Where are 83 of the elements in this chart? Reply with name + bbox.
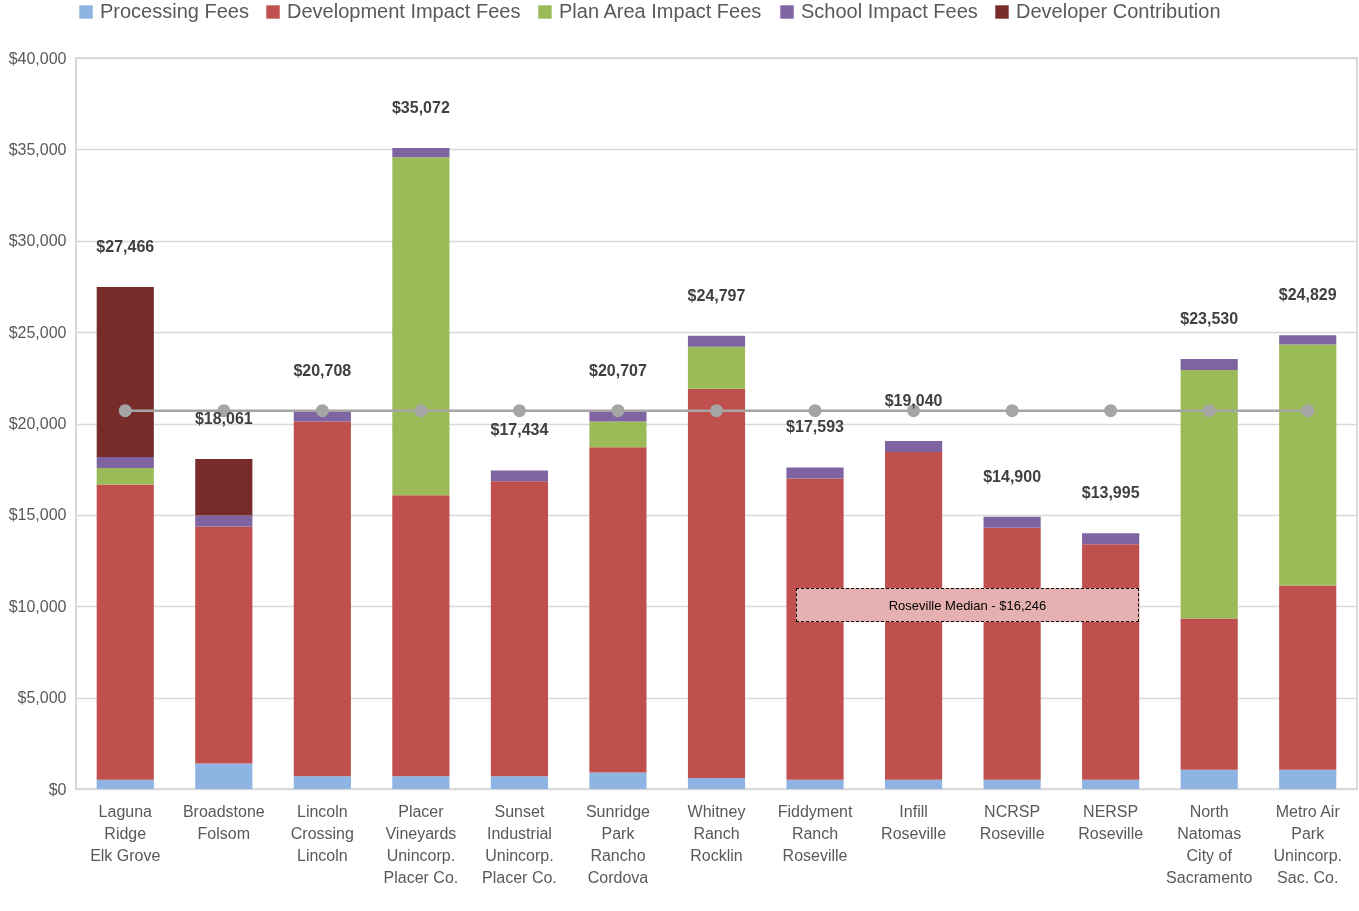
bar (687, 778, 746, 789)
bar (1180, 358, 1238, 370)
bar (293, 776, 351, 789)
bar (1180, 369, 1238, 619)
bar (1279, 769, 1337, 789)
total-label: $18,061 (194, 409, 253, 427)
x-tick-label: Laguna Ridge Elk Grove (90, 802, 161, 864)
bar (687, 346, 746, 389)
legend-label: School Impact Fees (801, 0, 978, 22)
x-tick-label: Infill Roseville (881, 802, 947, 842)
total-label: $17,434 (490, 421, 549, 439)
x-tick-label: Placer Vineyards Unincorp. Placer Co. (383, 802, 459, 886)
y-tick-label: $40,000 (8, 49, 67, 67)
bar (96, 287, 154, 458)
total-label: $27,466 (96, 238, 155, 256)
x-tick-label: Fiddyment Ranch Roseville (777, 802, 853, 864)
note-box: Roseville Median - $16,246 (796, 588, 1139, 622)
legend-label: Processing Fees (100, 0, 249, 22)
x-tick-label: Whitney Ranch Rocklin (687, 802, 746, 864)
bar (1279, 585, 1337, 770)
bar (195, 526, 253, 764)
total-label: $35,072 (391, 99, 450, 117)
legend-label: Development Impact Fees (287, 0, 521, 22)
bar (392, 776, 450, 789)
y-tick-label: $5,000 (17, 689, 67, 707)
bar (983, 779, 1041, 789)
bar (687, 335, 746, 347)
bar (1180, 618, 1238, 770)
x-tick-label: Sunridge Park Rancho Cordova (585, 802, 651, 886)
legend-label: Developer Contribution (1016, 0, 1221, 22)
total-label: $24,829 (1278, 286, 1337, 304)
bar (96, 484, 154, 780)
bar (96, 457, 154, 468)
y-tick-label: $25,000 (8, 323, 67, 341)
total-label: $20,707 (589, 361, 647, 379)
x-tick-label: North Natomas City of Sacramento (1166, 802, 1253, 886)
total-label: $20,708 (293, 361, 352, 379)
bar (589, 421, 647, 448)
total-label: $23,530 (1180, 309, 1239, 327)
y-tick-label: $10,000 (8, 597, 67, 615)
x-tick-label: Metro Air Park Unincorp. Sac. Co. (1273, 802, 1342, 886)
x-tick-label: Sunset Industrial Unincorp. Placer Co. (482, 802, 557, 886)
bar (96, 467, 154, 485)
y-tick-label: $35,000 (8, 140, 67, 158)
bar (885, 441, 943, 453)
x-tick-label: Broadstone Folsom (182, 802, 265, 842)
bar (885, 779, 943, 789)
total-label: $19,040 (884, 392, 943, 410)
total-label: $14,900 (983, 467, 1042, 485)
bar (195, 458, 253, 516)
bar (786, 779, 844, 789)
bar (1279, 344, 1337, 586)
bar (490, 470, 548, 482)
y-tick-label: $15,000 (8, 506, 67, 524)
bar (195, 515, 253, 527)
bar (195, 763, 253, 789)
bar (96, 779, 154, 789)
bar (392, 495, 450, 777)
bar (392, 148, 450, 158)
bar (1180, 769, 1238, 789)
bar (786, 478, 844, 780)
bar (687, 388, 746, 779)
y-tick-label: $0 (48, 780, 67, 798)
legend-label: Plan Area Impact Fees (559, 0, 762, 22)
bar (786, 467, 844, 479)
y-tick-label: $20,000 (8, 415, 67, 432)
bar (392, 157, 450, 496)
bar (293, 421, 351, 777)
x-tick-label: NCRSP Roseville (979, 802, 1045, 842)
total-label: $24,797 (687, 286, 746, 304)
bar (1279, 335, 1337, 345)
bar (589, 772, 647, 789)
x-tick-label: Lincoln Crossing Lincoln (290, 802, 354, 864)
y-tick-label: $30,000 (8, 232, 67, 250)
bar (490, 776, 548, 789)
total-label: $17,593 (786, 418, 845, 436)
bar (589, 447, 647, 773)
bar (983, 516, 1041, 528)
x-tick-label: NERSP Roseville (1078, 802, 1144, 842)
bar (1082, 779, 1140, 789)
bar (490, 481, 548, 777)
total-label: $13,995 (1081, 484, 1140, 502)
bar (1082, 533, 1140, 545)
